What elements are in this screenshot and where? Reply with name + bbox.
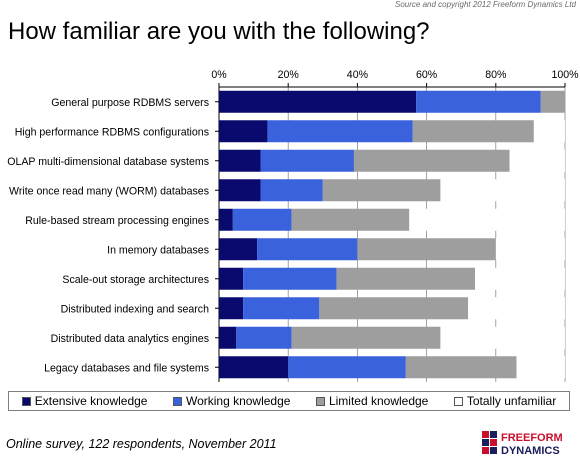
bar-segment-limited (291, 208, 410, 231)
source-copyright: Source and copyright 2012 Freeform Dynam… (395, 0, 576, 9)
bar-segment-limited (319, 297, 469, 320)
bar-segment-limited (353, 149, 510, 172)
bar-segment-limited (540, 90, 565, 113)
bar-segment-unfamiliar (468, 297, 565, 320)
legend-swatch-working (172, 396, 182, 406)
bar-segment-working (260, 179, 323, 202)
bar-segment-extensive (219, 267, 244, 290)
category-label: Distributed data analytics engines (51, 333, 209, 345)
legend-label-working: Working knowledge (185, 394, 291, 408)
bar-segment-extensive (219, 90, 417, 113)
bar-segment-unfamiliar (509, 149, 565, 172)
legend-swatch-unfamiliar (453, 396, 463, 406)
legend-swatch-limited (315, 396, 325, 406)
logo-mark-icon (482, 431, 497, 454)
x-tick-label: 80% (485, 69, 507, 81)
category-label: Write once read many (WORM) databases (9, 185, 209, 197)
x-tick-label: 60% (416, 69, 438, 81)
bar-segment-extensive (219, 149, 261, 172)
bar-segment-extensive (219, 120, 268, 143)
legend-item-working: Working knowledge (172, 394, 291, 408)
chart-legend: Extensive knowledge Working knowledge Li… (8, 391, 570, 411)
bar-segment-unfamiliar (409, 208, 565, 231)
x-tick-label: 100% (551, 69, 579, 81)
legend-item-unfamiliar: Totally unfamiliar (453, 394, 557, 408)
bar-segment-working (232, 208, 292, 231)
bar-segment-working (243, 297, 320, 320)
bar-segment-working (288, 356, 406, 379)
bar-segment-working (257, 238, 358, 261)
bar-segment-limited (291, 326, 441, 349)
x-tick-label: 40% (347, 69, 369, 81)
bar-segment-unfamiliar (516, 356, 565, 379)
bar-segment-unfamiliar (533, 120, 565, 143)
category-label: Scale-out storage architectures (62, 274, 209, 286)
category-label: In memory databases (107, 244, 209, 256)
legend-item-extensive: Extensive knowledge (21, 394, 148, 408)
x-tick-label: 20% (278, 69, 300, 81)
freeform-dynamics-logo: FREEFORM DYNAMICS (482, 431, 563, 457)
x-tick-label: 0% (211, 69, 227, 81)
logo-text-line1: FREEFORM (501, 432, 563, 444)
bar-segment-unfamiliar (495, 238, 565, 261)
legend-label-unfamiliar: Totally unfamiliar (466, 394, 557, 408)
category-label: Rule-based stream processing engines (25, 215, 209, 227)
bar-segment-working (267, 120, 413, 143)
category-label: General purpose RDBMS servers (51, 97, 209, 109)
bar-segment-limited (336, 267, 476, 290)
logo-text-line2: DYNAMICS (501, 445, 560, 457)
category-label: Distributed indexing and search (61, 303, 210, 315)
bar-segment-limited (405, 356, 517, 379)
bar-segment-extensive (219, 179, 261, 202)
category-label: Legacy databases and file systems (44, 362, 209, 374)
legend-label-extensive: Extensive knowledge (34, 394, 148, 408)
category-label: High performance RDBMS configurations (15, 126, 209, 138)
bar-segment-unfamiliar (440, 179, 565, 202)
legend-swatch-extensive (21, 396, 31, 406)
survey-footnote: Online survey, 122 respondents, November… (6, 437, 277, 451)
bar-segment-working (243, 267, 337, 290)
bar-segment-working (260, 149, 354, 172)
bar-segment-extensive (219, 356, 289, 379)
bar-segment-extensive (219, 297, 244, 320)
bar-segment-limited (322, 179, 441, 202)
stacked-bar-chart: 0% 20% 40% 60% 80% 100% General purpose RDBMS … (7, 69, 579, 382)
bar-segment-limited (357, 238, 496, 261)
bar-segment-working (236, 326, 292, 349)
bar-segment-unfamiliar (440, 326, 565, 349)
bar-segment-working (416, 90, 541, 113)
chart-title: How familiar are you with the following? (8, 18, 430, 45)
category-label: OLAP multi-dimensional database systems (7, 156, 209, 168)
bar-segment-extensive (219, 208, 233, 231)
legend-label-limited: Limited knowledge (328, 394, 429, 408)
bar-segment-extensive (219, 326, 237, 349)
bar-segment-limited (412, 120, 534, 143)
legend-item-limited: Limited knowledge (315, 394, 429, 408)
bar-segment-extensive (219, 238, 258, 261)
bar-segment-unfamiliar (475, 267, 565, 290)
